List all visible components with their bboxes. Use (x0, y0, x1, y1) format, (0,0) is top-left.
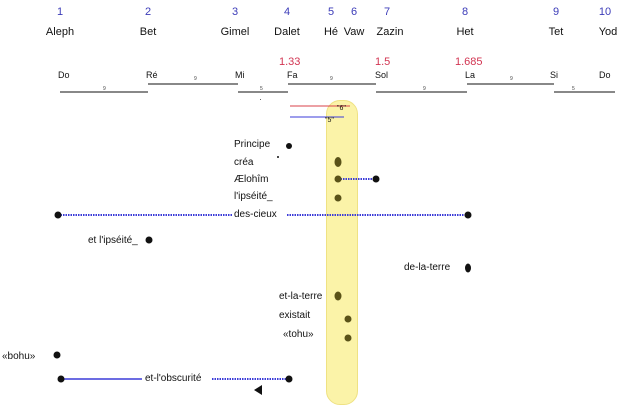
note-name: Sol (375, 70, 389, 80)
letter-number: 9 (552, 6, 560, 18)
verse-word: et l'ipséité_ (88, 235, 138, 246)
letter-name: Het (456, 26, 474, 38)
note-name: Mi (235, 70, 245, 80)
highlight-column (326, 100, 358, 405)
note-name: Ré (146, 70, 158, 80)
quint-label: "5" (325, 117, 334, 124)
interval-mark: 9 (423, 86, 426, 92)
letter-number: 2 (144, 6, 152, 18)
dot (53, 351, 61, 359)
verse-word: Principe (234, 139, 271, 150)
letter-name: Yod (598, 26, 618, 38)
letter-name: Aleph (45, 26, 75, 38)
olive-dot (334, 157, 342, 167)
dot (277, 156, 279, 158)
letter-number: 8 (461, 6, 469, 18)
dot (285, 375, 293, 383)
letter-number: 3 (231, 6, 239, 18)
dot (145, 236, 153, 244)
verse-word: Ælohîm (234, 174, 269, 185)
verse-word: «bohu» (2, 351, 36, 362)
ratio-label: 1.33 (279, 56, 301, 68)
dot (464, 211, 472, 219)
letter-name: Zazin (376, 26, 404, 38)
letter-number: 1 (56, 6, 64, 18)
verse-word: de-la-terre (404, 262, 451, 273)
olive-dot (344, 334, 352, 342)
letter-name: Dalet (274, 26, 300, 38)
letter-number: 6 (350, 6, 358, 18)
interval-mark: 9 (510, 76, 513, 82)
interval-mark: 9 (330, 76, 333, 82)
letter-name: Gimel (220, 26, 250, 38)
olive-dot (344, 315, 352, 323)
interval-mark: 5 (260, 86, 263, 92)
letter-number: 7 (383, 6, 391, 18)
note-name: Si (550, 70, 559, 80)
dot (286, 143, 292, 149)
letter-name: Bet (139, 26, 157, 38)
note-name: Do (58, 70, 70, 80)
olive-dot (334, 291, 342, 301)
letter-number: 5 (327, 6, 335, 18)
dot (54, 211, 62, 219)
verse-word: et-la-terre (279, 291, 323, 302)
olive-dot (334, 175, 342, 183)
dot (465, 263, 471, 273)
note-name: La (465, 70, 476, 80)
verse-word: créa (234, 157, 254, 168)
letter-name: Hé (323, 26, 339, 38)
olive-dot (334, 194, 342, 202)
letter-name: Vaw (343, 26, 365, 38)
verse-word: des-cieux (234, 209, 277, 220)
arrowhead (254, 385, 262, 395)
verse-word: et-l'obscurité (145, 373, 202, 384)
tick-mark (260, 99, 261, 100)
verse-word: existait (279, 310, 311, 321)
note-name: Do (599, 70, 611, 80)
note-name: Fa (287, 70, 298, 80)
quint-label: "6" (337, 105, 346, 112)
dot (372, 175, 380, 183)
letter-number: 4 (283, 6, 291, 18)
ratio-label: 1.685 (455, 56, 483, 68)
dot (57, 375, 65, 383)
verse-word: «tohu» (283, 329, 314, 340)
ratio-label: 1.5 (375, 56, 391, 68)
interval-mark: 9 (103, 86, 106, 92)
interval-mark: 5 (572, 86, 575, 92)
letter-name: Tet (548, 26, 564, 38)
interval-mark: 9 (194, 76, 197, 82)
letter-number: 10 (598, 6, 612, 18)
verse-word: l'ipséité_ (234, 191, 273, 202)
